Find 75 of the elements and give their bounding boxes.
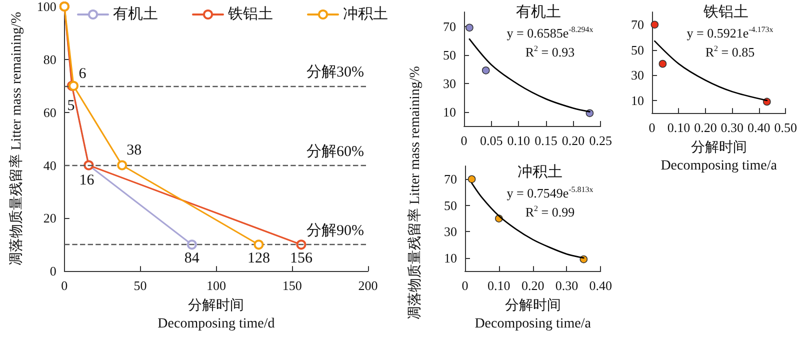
annotation: 84 xyxy=(184,250,200,267)
x-tick-label: 0.20 xyxy=(562,133,585,148)
y-tick-label: 30 xyxy=(631,68,644,83)
x-tick-label: 0.40 xyxy=(748,120,770,136)
x-tick-label: 0.15 xyxy=(534,133,558,148)
y-tick-label: 70 xyxy=(443,18,456,34)
annotation: 16 xyxy=(79,172,95,188)
y-tick-label: 70 xyxy=(631,17,644,32)
point xyxy=(254,240,264,250)
x-tick-label: 0.40 xyxy=(589,278,612,294)
x-axis-title: 分解时间 Decomposing time/d xyxy=(158,298,275,332)
ref-line-label: 分解90% xyxy=(306,222,364,240)
x-tick-label: 0.10 xyxy=(667,120,690,136)
annotation: y = 0.6585e$^{-8.294x}$ xyxy=(506,25,594,40)
y-tick-label: 40 xyxy=(43,158,56,173)
x-tick-label: 50 xyxy=(134,278,147,294)
y-tick-label: 70 xyxy=(444,172,457,187)
legend-label: 冲积土 xyxy=(343,6,388,22)
y-axis-title: 凋落物质量残留率 Litter mass remaining/% xyxy=(406,66,424,320)
x-tick-label: 0.20 xyxy=(694,120,717,136)
annotation: 5 xyxy=(67,98,75,114)
y-tick-label: 0 xyxy=(50,264,56,279)
chart-title: 有机土 xyxy=(516,4,561,20)
x-tick-label: 0 xyxy=(460,133,468,148)
x-tick-label: 0.30 xyxy=(555,278,578,294)
chart-title: 铁铝土 xyxy=(702,4,748,20)
x-tick-label: 0.50 xyxy=(774,120,797,136)
x-tick-label: 0.05 xyxy=(480,133,503,148)
annotation: y = 0.5921e$^{-4.173x}$ xyxy=(686,25,774,40)
x-tick-label: 0 xyxy=(648,120,656,136)
y-axis-title: 凋落物质量残留率 Litter mass remaining/% xyxy=(8,12,24,266)
annotation: 6 xyxy=(78,66,87,82)
y-tick-label: 50 xyxy=(443,47,456,62)
point xyxy=(296,240,306,250)
x-axis-title: 分解时间 Decomposing time/a xyxy=(474,298,592,332)
y-tick-label: 100 xyxy=(36,0,56,14)
y-tick-label: 10 xyxy=(443,104,456,120)
x-tick-label: 0.10 xyxy=(507,133,530,148)
point xyxy=(117,160,128,170)
annotation: y = 0.7549e$^{-5.813x}$ xyxy=(506,185,594,200)
point xyxy=(482,66,490,74)
x-tick-label: 0.10 xyxy=(488,278,510,294)
x-tick-label: 0.25 xyxy=(589,133,612,148)
y-tick-label: 10 xyxy=(631,92,644,108)
annotation: R$^{2}$ = 0.93 xyxy=(525,44,575,60)
y-tick-label: 50 xyxy=(631,42,644,58)
legend-label: 有机土 xyxy=(113,6,158,22)
annotation: 156 xyxy=(290,250,313,267)
x-axis-title: 分解时间 Decomposing time/a xyxy=(660,140,778,174)
annotation: 128 xyxy=(247,250,270,267)
annotation: R$^{2}$ = 0.85 xyxy=(705,44,755,60)
chart-title: 冲积土 xyxy=(518,164,562,180)
point xyxy=(658,60,667,68)
annotation: R$^{2}$ = 0.99 xyxy=(525,204,575,220)
y-tick-label: 80 xyxy=(43,52,56,67)
point xyxy=(466,24,474,32)
ref-line-label: 分解30% xyxy=(306,63,364,80)
x-tick-label: 150 xyxy=(282,278,302,294)
y-tick-label: 10 xyxy=(444,250,457,266)
y-tick-label: 30 xyxy=(443,76,456,91)
point xyxy=(468,175,476,184)
point xyxy=(650,20,659,29)
x-tick-label: 0 xyxy=(61,278,68,294)
x-tick-label: 200 xyxy=(358,278,378,294)
x-tick-label: 0.20 xyxy=(521,278,544,294)
ref-line-label: 分解60% xyxy=(306,142,364,160)
legend-label: 铁铝土 xyxy=(227,6,273,22)
x-tick-label: 0.30 xyxy=(720,120,744,136)
y-tick-label: 60 xyxy=(43,104,56,120)
x-tick-label: 0 xyxy=(462,278,468,294)
y-tick-label: 50 xyxy=(444,198,457,213)
annotation: 38 xyxy=(126,142,142,158)
x-tick-label: 100 xyxy=(206,278,226,294)
y-tick-label: 30 xyxy=(444,224,457,240)
y-tick-label: 20 xyxy=(43,210,56,226)
